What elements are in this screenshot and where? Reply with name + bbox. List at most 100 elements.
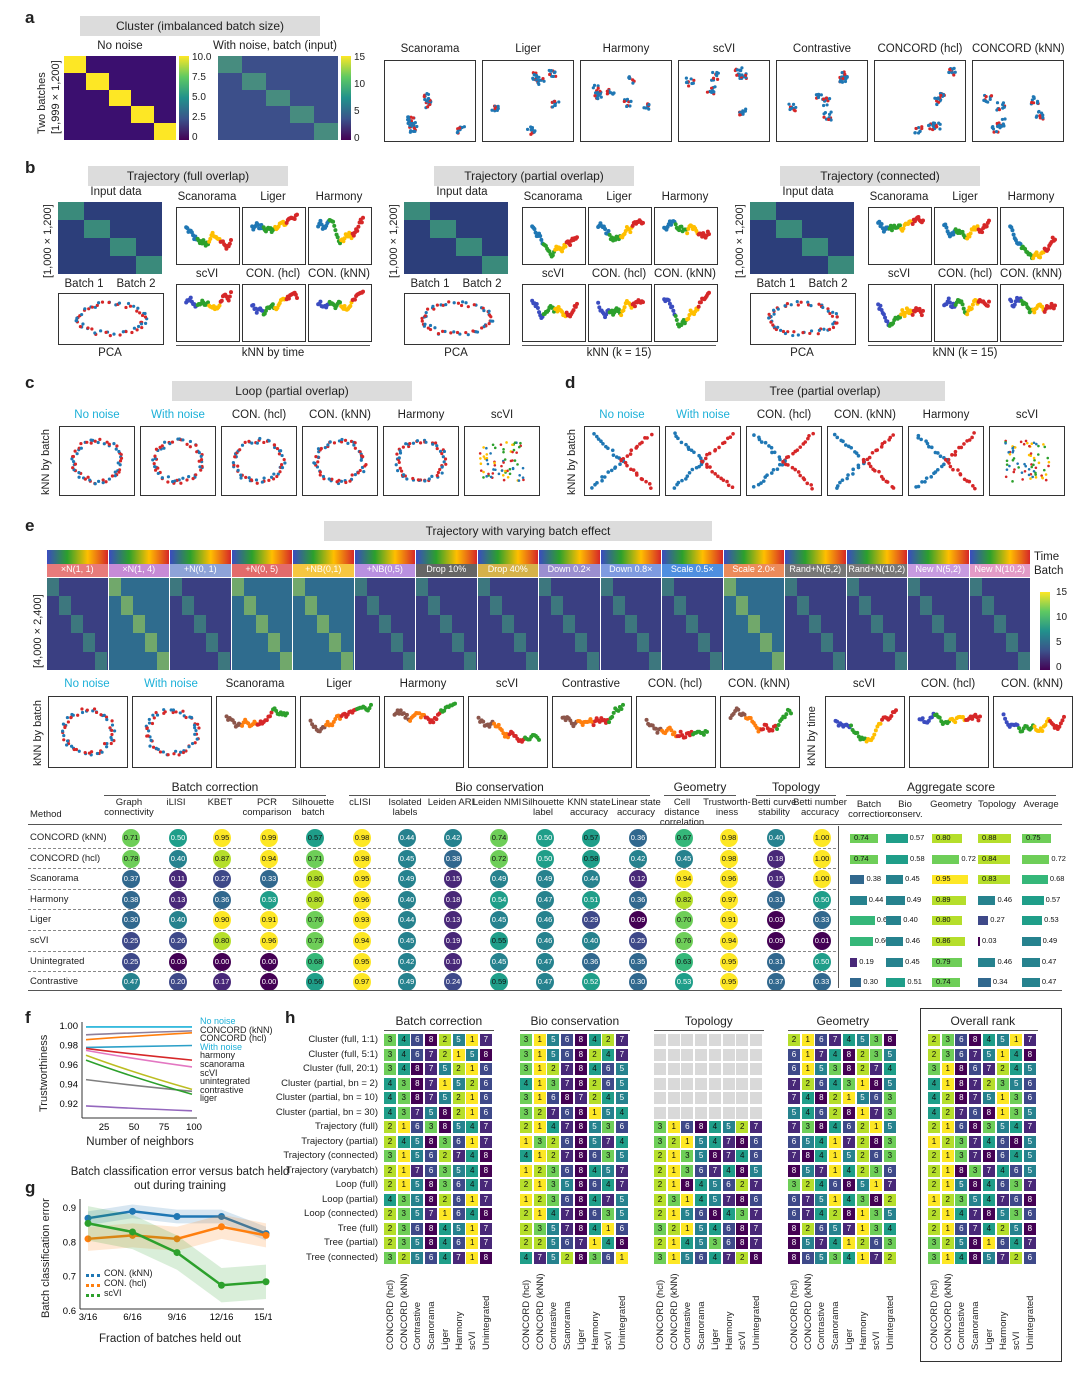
table-score-circle: 0.57	[306, 829, 324, 847]
panel-e-embedding	[300, 696, 380, 768]
panel-e-heatmap-band	[723, 578, 736, 597]
panel-h-rank-cell: 5	[411, 1179, 424, 1191]
cell-point	[198, 465, 202, 469]
panel-c-method-label: CON. (kNN)	[309, 409, 371, 421]
panel-e-heatmap-band	[279, 651, 292, 670]
panel-h-rank-cell: 8	[815, 1121, 828, 1133]
panel-h-rank-cell: 5	[695, 1150, 708, 1162]
panel-h-rank-cell: 8	[842, 1048, 855, 1061]
cell-point	[489, 452, 492, 455]
panel-h-rank-cell: 2	[384, 1121, 396, 1133]
panel-h-rank-cell: 8	[411, 1092, 424, 1104]
panel-h-rank-cell: 3	[602, 1121, 615, 1133]
cell-point	[533, 230, 538, 235]
cell-point	[140, 313, 145, 318]
cell-point	[422, 94, 426, 99]
cell-point	[708, 465, 712, 469]
panel-e-heatmap-band	[218, 651, 231, 670]
cell-point	[88, 478, 92, 482]
cell-point	[504, 731, 509, 736]
table-group-rule	[846, 795, 1056, 796]
cell-point	[110, 738, 114, 742]
panel-h-rank-cell: 3	[397, 1222, 410, 1235]
panel-h-empty-cell	[654, 1092, 666, 1104]
panel-h-rank-cell: 2	[667, 1222, 680, 1235]
cell-point	[319, 446, 323, 451]
panel-h-row-label: Trajectory (full)	[315, 1121, 378, 1132]
cell-point	[511, 466, 515, 470]
cell-point	[356, 471, 360, 475]
cell-point	[767, 316, 771, 320]
cell-point	[816, 332, 820, 336]
panel-h-rank-cell: 5	[547, 1251, 560, 1264]
panel-b-embedding-top-plot	[942, 218, 991, 241]
cell-point	[525, 127, 530, 131]
panel-h-group-rule	[384, 1030, 494, 1031]
panel-b-batch2: Batch 2	[116, 278, 156, 290]
cell-point	[397, 711, 402, 716]
cell-point	[1019, 440, 1023, 444]
panel-b-embedding-bottom	[308, 284, 372, 342]
panel-h-rank-cell: 2	[438, 1048, 451, 1061]
cell-point	[772, 312, 776, 316]
cell-point	[789, 303, 793, 307]
cell-point	[118, 459, 123, 463]
cell-point	[194, 728, 198, 733]
cell-point	[822, 112, 826, 116]
panel-b-input-label: Input data	[782, 186, 834, 198]
cell-point	[769, 471, 774, 475]
panel-h-rank-cell: 1	[466, 1106, 479, 1119]
cell-point	[627, 76, 632, 80]
cell-point	[405, 477, 409, 481]
panel-e-heatmap-band	[194, 614, 207, 634]
panel-e-ylabel-batch: kNN by batch	[32, 699, 44, 766]
panel-h-col-label: scVI	[1011, 1331, 1023, 1350]
cell-point	[772, 308, 776, 312]
panel-h-rank-cell: 3	[654, 1222, 666, 1235]
panel-b-method-top: Liger	[952, 191, 978, 203]
panel-h-rank-cell: 1	[466, 1092, 479, 1104]
cell-point	[280, 453, 284, 458]
panel-h-empty-cell	[722, 1077, 735, 1090]
panel-h-empty-cell	[681, 1048, 694, 1061]
panel-h-rank-cell: 6	[815, 1106, 828, 1119]
panel-h-rank-cell: 8	[479, 1251, 492, 1264]
cell-point	[96, 440, 100, 445]
panel-b-embedding-top-plot	[184, 225, 233, 251]
cell-point	[188, 439, 193, 444]
panel-h-rank-cell: 3	[681, 1150, 694, 1162]
panel-h-row-label: Trajectory (partial)	[301, 1135, 378, 1147]
cell-point	[80, 707, 84, 711]
panel-h-rank-cell: 6	[602, 1077, 615, 1090]
cell-point	[206, 300, 210, 305]
cell-point	[274, 708, 279, 713]
table-score-circle: 0.93	[353, 911, 371, 930]
panel-h-rank-cell: 5	[452, 1121, 465, 1133]
cell-point	[611, 710, 616, 715]
panel-g-point	[218, 1281, 225, 1289]
panel-h-rank-cell: 2	[1010, 1251, 1023, 1264]
table-top-rule	[28, 824, 1062, 825]
panel-h-rank-cell: 3	[883, 1150, 896, 1162]
table-score-circle: 0.09	[767, 932, 785, 950]
table-score-circle: 0.49	[398, 973, 416, 992]
cell-point	[181, 476, 185, 480]
panel-e-heatmap-band	[894, 651, 907, 670]
panel-a-cbar2-tick: 15	[354, 52, 366, 63]
cell-point	[153, 454, 157, 458]
panel-h-rank-cell: 5	[1023, 1063, 1036, 1075]
cell-point	[798, 445, 803, 449]
panel-h-rank-cell: 2	[736, 1251, 749, 1264]
panel-h-rank-cell: 7	[425, 1077, 438, 1090]
panel-h-rank-cell: 5	[708, 1193, 721, 1206]
panel-h-rank-cell: 1	[667, 1150, 680, 1162]
cell-point	[293, 292, 298, 297]
panel-h-rank-cell: 2	[941, 1135, 954, 1148]
cell-point	[825, 103, 829, 107]
cell-point	[434, 717, 439, 722]
panel-e-heatmap-band	[366, 596, 379, 615]
panel-d-method-label: Harmony	[922, 409, 970, 421]
panel-e-heatmap-band	[59, 596, 72, 615]
table-score-circle: 0.90	[213, 911, 231, 930]
cell-point	[247, 439, 251, 443]
